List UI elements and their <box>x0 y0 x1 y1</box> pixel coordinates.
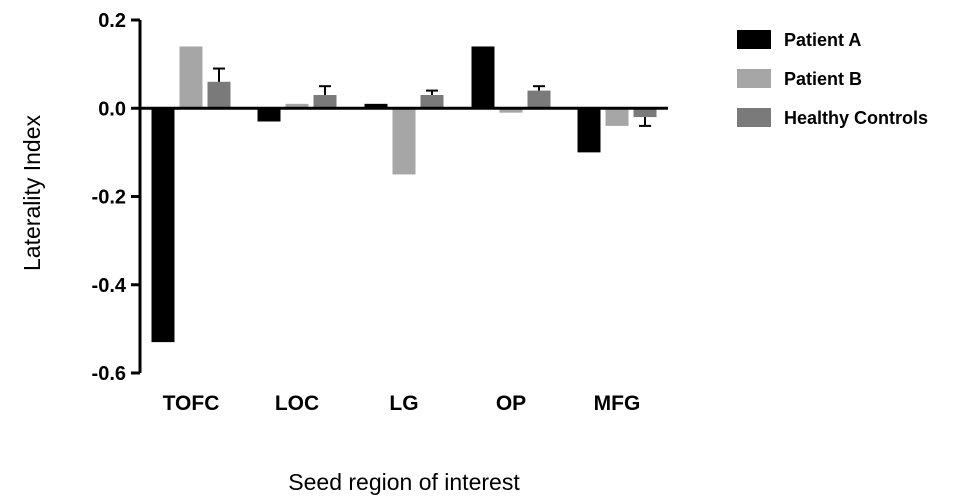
bar-healthy-controls-lg <box>420 95 444 109</box>
legend-label-patient-a: Patient A <box>784 30 861 50</box>
legend-swatch-healthy-controls <box>737 108 771 127</box>
legend: Patient A Patient B Healthy Controls <box>737 30 928 128</box>
y-tick-label: 0.0 <box>98 98 126 120</box>
bar-patient-b-mfg <box>605 108 629 126</box>
legend-label-healthy-controls: Healthy Controls <box>784 108 928 128</box>
bar-healthy-controls-tofc <box>207 81 231 109</box>
y-axis-title: Laterality Index <box>19 115 45 271</box>
x-tick-label-lg: LG <box>389 392 418 415</box>
y-tick-label: 0.2 <box>98 10 126 32</box>
bar-patient-b-tofc <box>179 46 203 109</box>
bars-layer <box>151 46 657 343</box>
bar-patient-b-loc <box>285 103 309 109</box>
bar-patient-a-op <box>471 46 495 109</box>
error-bars-layer <box>213 67 651 127</box>
bar-patient-a-loc <box>257 108 281 122</box>
bar-healthy-controls-op <box>527 90 551 109</box>
bar-patient-b-op <box>499 108 523 113</box>
legend-label-patient-b: Patient B <box>784 69 862 89</box>
axes-layer: 0.2 0.0 -0.2 -0.4 -0.6 TOFC LOC LG OP MFG <box>92 10 668 415</box>
bar-healthy-controls-mfg <box>633 108 657 118</box>
bar-patient-a-tofc <box>151 108 175 343</box>
y-tick-label: -0.4 <box>92 275 127 297</box>
y-tick-label: -0.6 <box>92 363 126 385</box>
x-axis-title: Seed region of interest <box>288 469 520 495</box>
x-tick-label-mfg: MFG <box>594 392 641 415</box>
x-tick-label-op: OP <box>496 392 526 415</box>
legend-swatch-patient-a <box>737 30 771 49</box>
bar-healthy-controls-loc <box>313 95 337 109</box>
bar-patient-a-mfg <box>577 108 601 153</box>
legend-swatch-patient-b <box>737 69 771 88</box>
x-tick-label-loc: LOC <box>275 392 319 415</box>
y-tick-label: -0.2 <box>92 187 126 209</box>
x-tick-label-tofc: TOFC <box>163 392 220 415</box>
bar-patient-a-lg <box>364 103 388 109</box>
bar-patient-b-lg <box>392 108 416 175</box>
